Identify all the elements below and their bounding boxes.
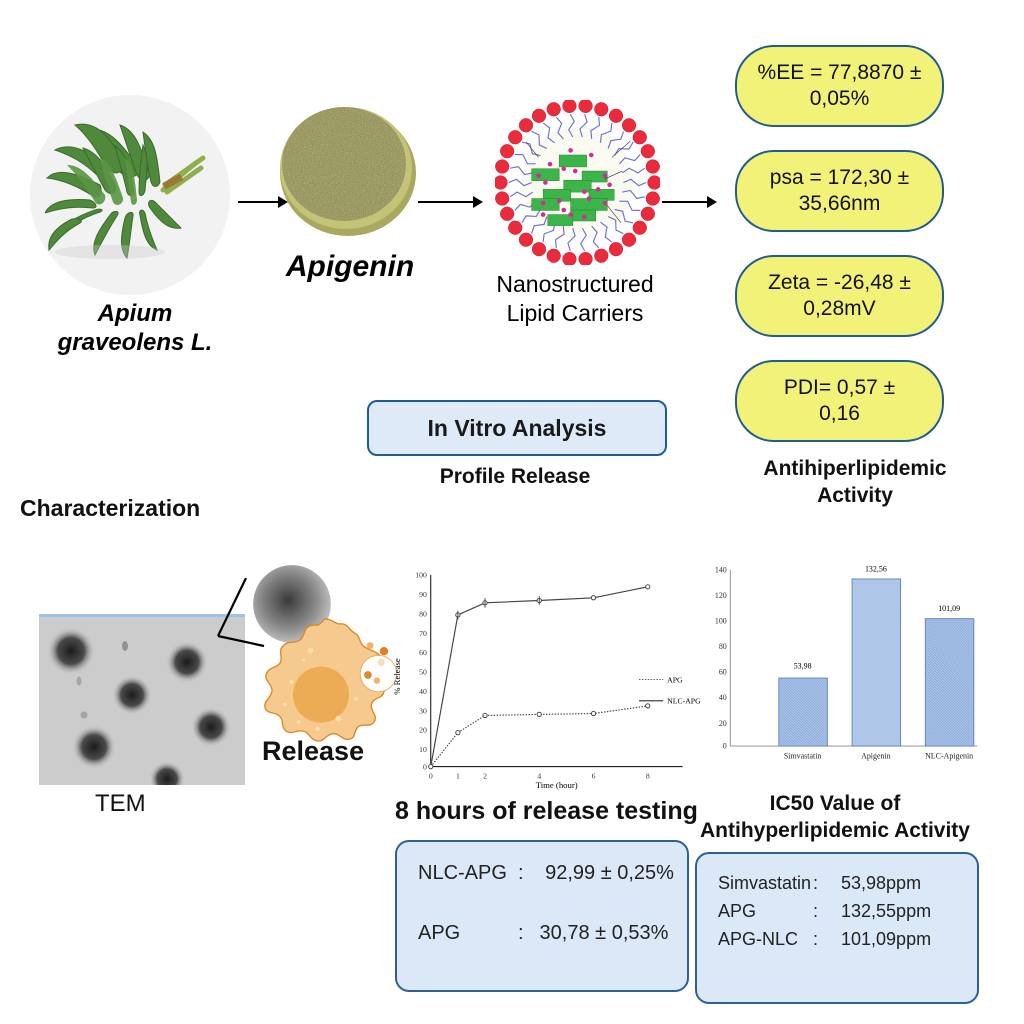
- svg-text:140: 140: [715, 565, 727, 574]
- svg-text:40: 40: [419, 687, 427, 696]
- svg-text:53,98: 53,98: [794, 661, 812, 670]
- svg-text:0: 0: [723, 742, 727, 751]
- svg-text:APG: APG: [667, 675, 683, 684]
- svg-text:80: 80: [419, 609, 427, 618]
- svg-text:40: 40: [719, 693, 727, 702]
- svg-text:Simvastatin: Simvastatin: [784, 751, 822, 760]
- svg-text:60: 60: [419, 648, 427, 657]
- svg-text:70: 70: [419, 629, 427, 638]
- svg-text:% Release: % Release: [392, 658, 402, 695]
- svg-text:Time (hour): Time (hour): [536, 780, 578, 790]
- svg-text:4: 4: [537, 771, 541, 780]
- svg-text:Apigenin: Apigenin: [861, 751, 891, 760]
- svg-text:0: 0: [423, 763, 427, 772]
- svg-text:0: 0: [429, 771, 433, 780]
- svg-text:6: 6: [592, 771, 596, 780]
- svg-text:132,56: 132,56: [865, 564, 887, 573]
- svg-text:80: 80: [719, 642, 727, 651]
- svg-text:NLC-Apigenin: NLC-Apigenin: [925, 751, 973, 760]
- svg-text:20: 20: [419, 726, 427, 735]
- svg-text:100: 100: [715, 616, 727, 625]
- svg-text:100: 100: [415, 571, 427, 580]
- svg-text:90: 90: [419, 590, 427, 599]
- svg-text:30: 30: [419, 706, 427, 715]
- svg-text:101,09: 101,09: [938, 604, 960, 613]
- svg-text:8: 8: [646, 771, 650, 780]
- svg-text:120: 120: [715, 591, 727, 600]
- svg-text:1: 1: [456, 771, 460, 780]
- svg-text:2: 2: [483, 771, 487, 780]
- svg-text:50: 50: [419, 668, 427, 677]
- svg-text:20: 20: [719, 719, 727, 728]
- svg-text:60: 60: [719, 668, 727, 677]
- svg-text:10: 10: [419, 745, 427, 754]
